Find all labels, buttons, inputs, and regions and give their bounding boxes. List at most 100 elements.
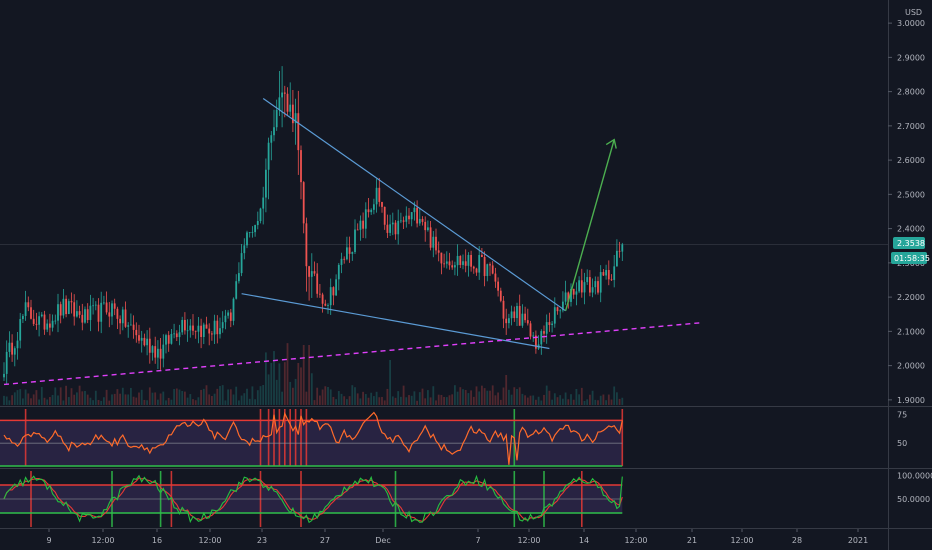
candle[interactable] [54, 314, 57, 325]
candle[interactable] [251, 226, 254, 238]
candle[interactable] [605, 264, 607, 280]
candle[interactable] [119, 315, 121, 335]
candle[interactable] [451, 260, 454, 270]
candle[interactable] [246, 230, 248, 249]
lower-trendline[interactable] [241, 293, 550, 350]
candle[interactable] [189, 319, 192, 338]
candle[interactable] [424, 216, 427, 242]
candle[interactable] [543, 325, 545, 343]
stochastic-d-line[interactable] [3, 477, 623, 523]
candle[interactable] [521, 304, 524, 328]
candle[interactable] [24, 290, 27, 321]
oscillator-line[interactable] [3, 411, 623, 465]
candle[interactable] [397, 209, 400, 245]
candle[interactable] [364, 202, 367, 239]
candle[interactable] [127, 322, 130, 338]
candle[interactable] [181, 316, 184, 335]
candle[interactable] [194, 330, 197, 339]
candle[interactable] [46, 319, 49, 333]
candle[interactable] [383, 206, 386, 230]
candle[interactable] [159, 337, 162, 370]
candle[interactable] [146, 330, 148, 356]
candle[interactable] [305, 217, 308, 292]
candle[interactable] [462, 254, 464, 270]
candle[interactable] [491, 261, 494, 275]
candle[interactable] [448, 252, 451, 270]
candle[interactable] [478, 246, 481, 280]
candle[interactable] [11, 334, 13, 362]
candle[interactable] [238, 262, 240, 284]
candle[interactable] [489, 262, 491, 276]
candle[interactable] [300, 145, 302, 200]
candle[interactable] [340, 252, 343, 274]
candle[interactable] [508, 313, 510, 329]
candle[interactable] [502, 296, 505, 329]
candle[interactable] [351, 251, 354, 261]
candle[interactable] [378, 178, 381, 207]
candle[interactable] [265, 158, 267, 213]
candle[interactable] [362, 212, 364, 239]
candle[interactable] [30, 299, 32, 320]
candle[interactable] [135, 322, 138, 343]
candle[interactable] [456, 244, 459, 276]
candle[interactable] [381, 201, 383, 213]
candle[interactable] [586, 269, 589, 285]
candle[interactable] [170, 328, 173, 345]
candle[interactable] [124, 301, 127, 328]
candle[interactable] [108, 301, 111, 328]
candle[interactable] [5, 340, 8, 385]
candle[interactable] [440, 252, 443, 275]
candle[interactable] [437, 241, 440, 262]
candle[interactable] [505, 308, 508, 335]
candle[interactable] [486, 263, 489, 282]
candle[interactable] [408, 207, 410, 225]
candle[interactable] [545, 314, 548, 344]
candle[interactable] [283, 85, 286, 118]
candle[interactable] [346, 236, 348, 261]
candle[interactable] [154, 336, 157, 364]
time-axis[interactable]: 9 12:00 16 12:00 23 27 Dec 7 12:00 14 12:00 21 12:00… [46, 529, 868, 545]
candle[interactable] [289, 82, 292, 117]
candle[interactable] [602, 269, 605, 276]
candle[interactable] [192, 314, 194, 336]
candle[interactable] [400, 212, 402, 224]
candle[interactable] [243, 238, 246, 260]
candle[interactable] [575, 282, 578, 306]
candle[interactable] [332, 286, 335, 306]
candle[interactable] [472, 265, 475, 274]
candle[interactable] [148, 327, 151, 364]
candle[interactable] [321, 292, 324, 313]
stochastic-pane[interactable] [0, 471, 623, 527]
candle[interactable] [162, 334, 165, 368]
trend-drawings[interactable] [3, 97, 701, 386]
candle[interactable] [19, 312, 22, 349]
candle[interactable] [151, 345, 154, 361]
candle[interactable] [613, 254, 616, 288]
candle[interactable] [429, 220, 432, 251]
candle[interactable] [402, 216, 405, 230]
upper-trendline[interactable] [262, 97, 566, 312]
candle[interactable] [65, 295, 67, 318]
candle[interactable] [359, 215, 362, 241]
candle[interactable] [391, 212, 394, 236]
candle[interactable] [22, 313, 24, 323]
candle[interactable] [113, 298, 116, 316]
candle[interactable] [548, 312, 551, 332]
candle[interactable] [572, 288, 575, 299]
candle[interactable] [213, 314, 216, 345]
candle[interactable] [394, 220, 397, 240]
candle[interactable] [267, 137, 270, 200]
candle[interactable] [186, 319, 189, 342]
candle[interactable] [270, 131, 273, 161]
candle[interactable] [132, 315, 135, 339]
candle[interactable] [599, 265, 602, 303]
candle[interactable] [62, 288, 65, 319]
candle[interactable] [470, 250, 472, 272]
candle[interactable] [278, 70, 281, 116]
candle[interactable] [32, 309, 35, 326]
candle[interactable] [84, 306, 86, 324]
candle[interactable] [418, 207, 421, 226]
candle[interactable] [518, 294, 521, 326]
candle[interactable] [262, 186, 265, 225]
